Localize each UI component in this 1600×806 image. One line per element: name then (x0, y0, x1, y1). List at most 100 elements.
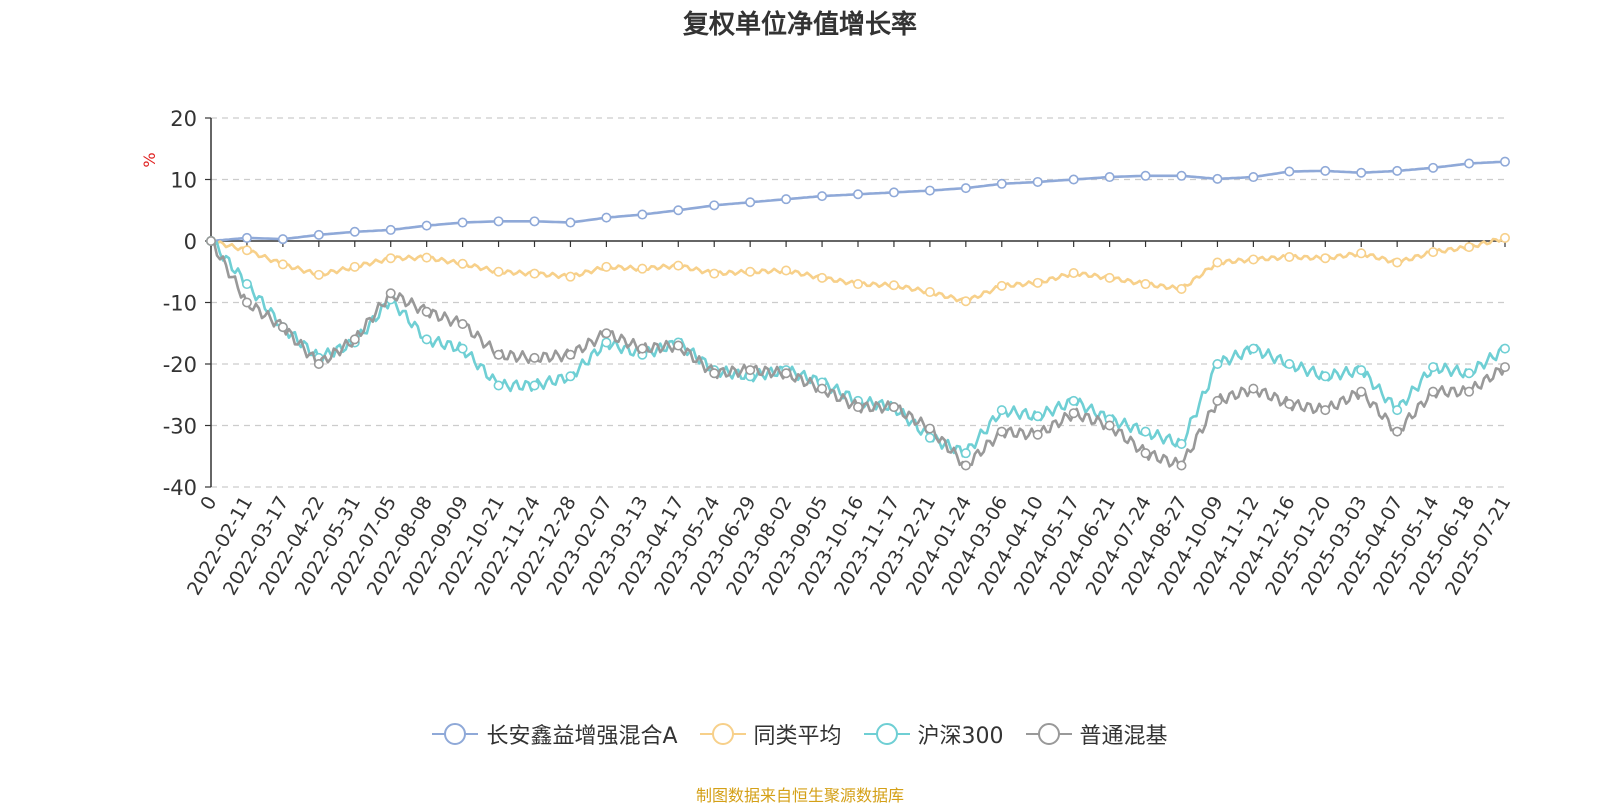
legend-swatch (432, 723, 479, 745)
data-point (924, 432, 935, 443)
tick-labels: 20100-10-20-30-40%02022-02-112022-03-172… (140, 107, 1515, 599)
y-tick-label: -10 (163, 292, 197, 316)
data-point (888, 280, 899, 291)
data-point (313, 269, 324, 280)
data-point (1140, 170, 1151, 181)
data-point (673, 260, 684, 271)
data-point (1392, 165, 1403, 176)
data-point (1068, 408, 1079, 419)
data-point (493, 266, 504, 277)
data-point (960, 460, 971, 471)
data-point (673, 340, 684, 351)
data-point (493, 349, 504, 360)
data-point (1356, 167, 1367, 178)
data-point (637, 263, 648, 274)
y-tick-label: -30 (163, 415, 197, 439)
data-point (601, 261, 612, 272)
data-point (960, 183, 971, 194)
data-point (1140, 426, 1151, 437)
data-point (529, 380, 540, 391)
data-point (1032, 411, 1043, 422)
data-point (313, 229, 324, 240)
data-point (565, 217, 576, 228)
data-point (421, 334, 432, 345)
data-point (457, 343, 468, 354)
data-point (1284, 398, 1295, 409)
data-point (1176, 460, 1187, 471)
data-point (385, 224, 396, 235)
chart-title: 复权单位净值增长率 (682, 10, 917, 40)
data-point (457, 217, 468, 228)
y-tick-label: -40 (163, 476, 197, 500)
data-point (960, 448, 971, 459)
data-point (817, 272, 828, 283)
data-point (1392, 257, 1403, 268)
data-point (996, 426, 1007, 437)
data-point (1428, 386, 1439, 397)
data-point (241, 245, 252, 256)
legend-item[interactable]: 同类平均 (699, 718, 842, 750)
legend-swatch (699, 723, 746, 745)
data-point (1320, 165, 1331, 176)
data-point (601, 328, 612, 339)
axes (205, 117, 1506, 488)
legend: 长安鑫益增强混合A 同类平均 沪深300 普通混基 (0, 718, 1600, 750)
legend-label: 沪深300 (917, 724, 1004, 749)
data-point (709, 268, 720, 279)
data-point (1392, 426, 1403, 437)
data-point (277, 322, 288, 333)
data-point (206, 236, 217, 247)
legend-item[interactable]: 沪深300 (863, 718, 1004, 750)
data-point (1248, 254, 1259, 265)
y-tick-label: 0 (184, 230, 197, 254)
data-point (421, 252, 432, 263)
data-point (996, 280, 1007, 291)
data-point (1032, 429, 1043, 440)
data-point (1140, 448, 1151, 459)
data-point (1032, 277, 1043, 288)
data-point (1500, 343, 1511, 354)
data-point (1428, 162, 1439, 173)
data-point (1356, 365, 1367, 376)
data-point (1176, 170, 1187, 181)
data-point (1248, 343, 1259, 354)
data-point (1104, 172, 1115, 183)
data-point (924, 423, 935, 434)
data-point (565, 271, 576, 282)
data-point (1464, 368, 1475, 379)
series-0 (206, 156, 1511, 247)
data-point (1176, 283, 1187, 294)
y-axis-label: % (140, 152, 159, 167)
data-point (924, 185, 935, 196)
data-point (241, 297, 252, 308)
data-point (1176, 438, 1187, 449)
data-point (709, 368, 720, 379)
data-point (529, 216, 540, 227)
legend-item[interactable]: 普通混基 (1025, 718, 1168, 750)
legend-item[interactable]: 长安鑫益增强混合A (432, 718, 678, 750)
series-line (210, 236, 1506, 304)
data-point (565, 371, 576, 382)
data-point (601, 212, 612, 223)
data-point (349, 334, 360, 345)
data-point (1104, 420, 1115, 431)
data-point (565, 349, 576, 360)
data-point (852, 189, 863, 200)
data-point (1212, 358, 1223, 369)
data-point (529, 268, 540, 279)
data-point (313, 358, 324, 369)
data-point (241, 232, 252, 243)
data-point (1392, 405, 1403, 416)
data-point (529, 352, 540, 363)
data-point (457, 319, 468, 330)
data-point (852, 402, 863, 413)
series-3 (206, 236, 1511, 471)
data-point (1500, 232, 1511, 243)
data-point (1284, 166, 1295, 177)
legend-swatch (1025, 723, 1072, 745)
data-point (781, 194, 792, 205)
data-point (1248, 172, 1259, 183)
data-point (1284, 358, 1295, 369)
data-point (1104, 272, 1115, 283)
series-line (210, 240, 1506, 458)
